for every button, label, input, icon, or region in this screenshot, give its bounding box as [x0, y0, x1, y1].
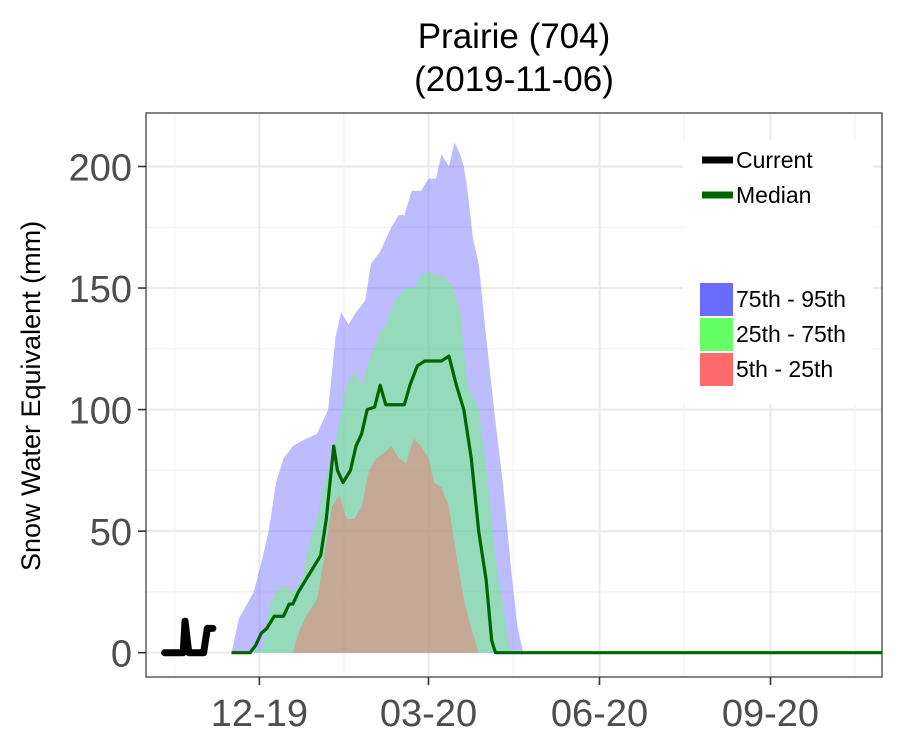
series-line-median: [231, 354, 882, 655]
legend-key-5-25: [700, 353, 733, 386]
series-lines: [161, 354, 882, 657]
x-tick-label: 12-19: [211, 693, 308, 735]
x-axis: 12-19 03-20 06-20 09-20: [211, 677, 819, 735]
x-tick-label: 06-20: [551, 693, 648, 735]
legend-label-75-95: 75th - 95th: [736, 286, 846, 312]
legend-label-25-75: 25th - 75th: [736, 321, 846, 347]
chart-title: Prairie (704): [418, 17, 611, 56]
legend-label-current: Current: [736, 147, 813, 173]
x-tick-label: 09-20: [722, 693, 819, 735]
y-tick-label: 100: [69, 391, 132, 433]
legend-key-75-95: [700, 283, 733, 316]
legend-label-median: Median: [736, 182, 811, 208]
y-axis: 0 50 100 150 200: [69, 147, 146, 676]
legend-key-25-75: [700, 318, 733, 351]
x-tick-label: 03-20: [380, 693, 477, 735]
band-5th-25th: [292, 438, 479, 653]
grid: [146, 113, 882, 677]
y-tick-label: 50: [90, 512, 132, 554]
plot-border: [145, 112, 883, 678]
chart-subtitle: (2019-11-06): [414, 60, 614, 99]
y-tick-label: 150: [69, 269, 132, 311]
y-tick-label: 0: [111, 634, 132, 676]
series-line-current: [161, 617, 217, 657]
legend-label-5-25: 5th - 25th: [736, 356, 833, 382]
y-tick-label: 200: [69, 147, 132, 189]
y-axis-label: Snow Water Equivalent (mm): [16, 221, 46, 571]
legend: Current Median 75th - 95th 25th - 75th 5…: [683, 140, 873, 404]
band-25th-75th: [246, 271, 511, 653]
